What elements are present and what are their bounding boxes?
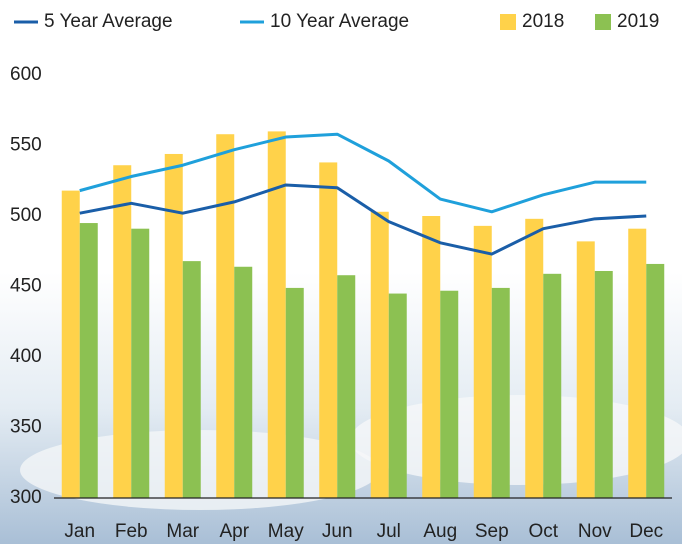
x-tick-label: Dec [629,521,663,542]
bar [80,223,98,498]
x-tick-label: May [268,521,304,542]
bar [131,229,149,498]
bar [646,264,664,498]
x-tick-label: Apr [219,521,249,542]
y-tick-label: 350 [10,417,42,438]
y-tick-label: 450 [10,276,42,297]
x-tick-label: Jan [64,521,95,542]
bar [113,165,131,498]
bar [183,261,201,498]
x-tick-label: Jul [377,521,401,542]
bar [595,271,613,498]
bar [389,294,407,498]
bar [371,212,389,498]
bar [525,219,543,498]
y-tick-label: 500 [10,205,42,226]
legend-label: 10 Year Average [270,11,409,32]
bar [216,134,234,498]
bar [474,226,492,498]
bar [628,229,646,498]
x-tick-label: Jun [322,521,353,542]
legend-label: 5 Year Average [44,11,173,32]
bar [319,162,337,498]
legend-swatch [595,14,611,30]
bar [286,288,304,498]
x-tick-label: Oct [528,521,558,542]
bar [234,267,252,498]
legend-swatch [500,14,516,30]
y-tick-label: 550 [10,135,42,156]
bar [577,241,595,498]
bar [422,216,440,498]
bar [492,288,510,498]
x-tick-label: Feb [115,521,148,542]
legend-label: 2019 [617,11,659,32]
bar [165,154,183,498]
x-tick-label: Aug [423,521,457,542]
x-tick-label: Mar [166,521,199,542]
x-tick-label: Sep [475,521,509,542]
y-tick-label: 400 [10,346,42,367]
chart: 300 350 400 450 500 550 600 Jan Feb Mar Apr May Jun J… [0,0,682,544]
y-tick-label: 300 [10,487,42,508]
bar [440,291,458,498]
bar [543,274,561,498]
x-tick-label: Nov [578,521,612,542]
bar [337,275,355,498]
bar [62,191,80,498]
legend-label: 2018 [522,11,564,32]
y-tick-label: 600 [10,64,42,85]
